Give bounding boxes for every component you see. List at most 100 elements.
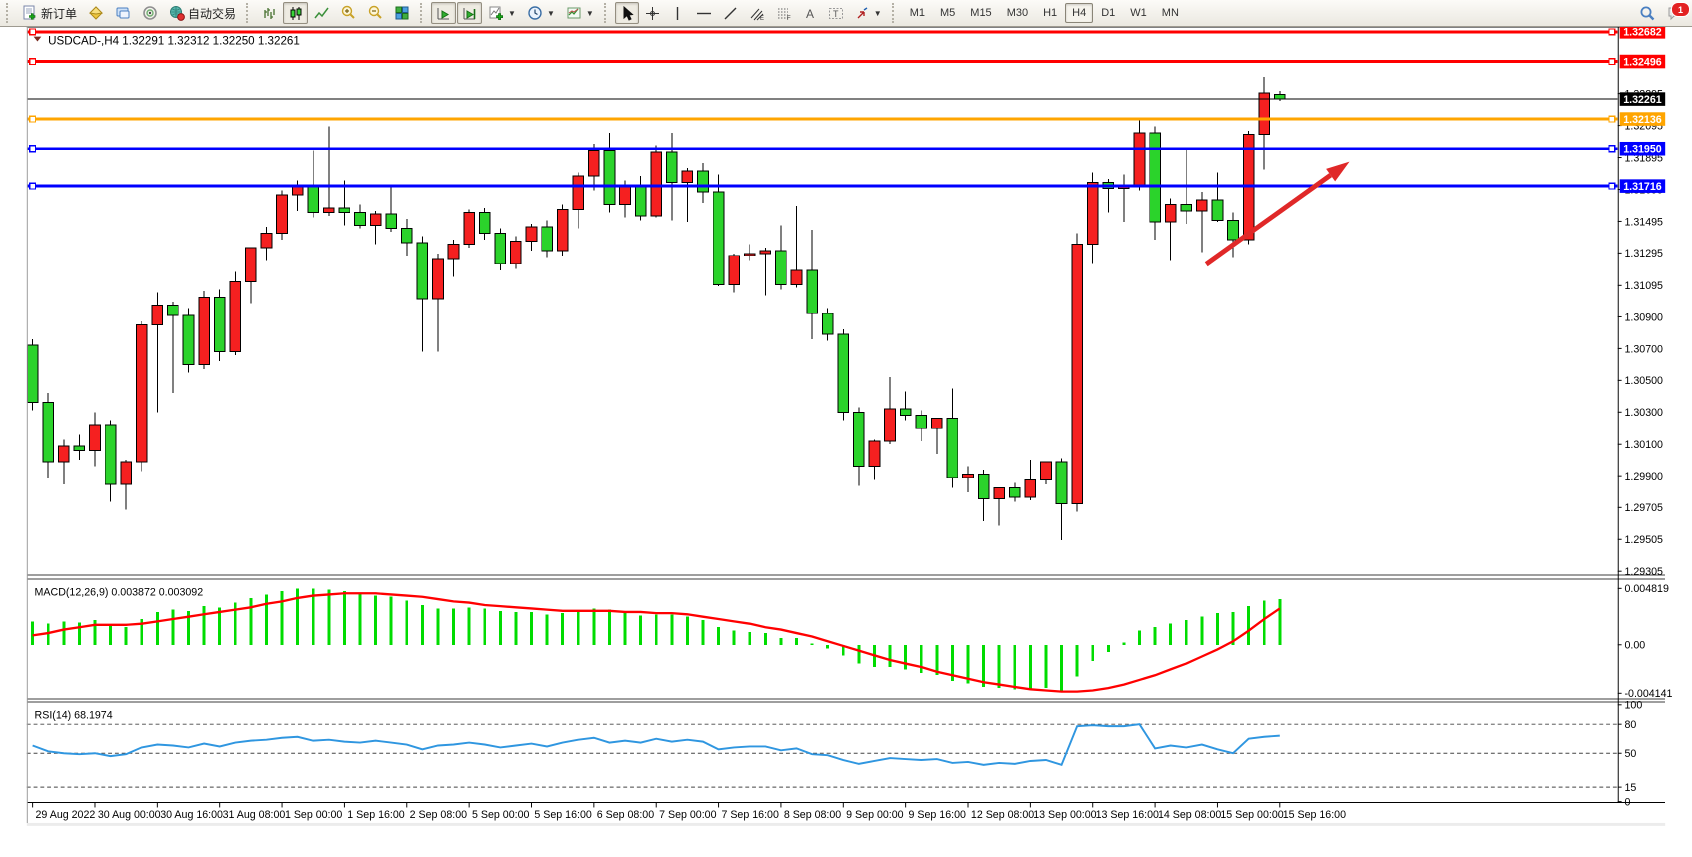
zoom-in-icon — [341, 5, 355, 19]
svg-text:1.29705: 1.29705 — [1625, 502, 1664, 514]
svg-text:1.30300: 1.30300 — [1625, 407, 1664, 419]
svg-text:-0.004141: -0.004141 — [1625, 688, 1673, 700]
vertical-line-tool-button[interactable] — [666, 2, 690, 24]
svg-text:15 Sep 00:00: 15 Sep 00:00 — [1220, 809, 1283, 821]
template-icon — [567, 7, 581, 19]
timeframe-H4[interactable]: H4 — [1065, 3, 1094, 23]
macd-pane: MACD(12,26,9) 0.003872 0.003092 — [31, 586, 1282, 693]
bar-chart-icon — [264, 7, 275, 19]
symbol-search-button[interactable] — [1634, 2, 1661, 24]
fibonacci-tool-button[interactable]: F — [771, 2, 797, 24]
candlestick-mode-button[interactable] — [283, 2, 309, 24]
svg-text:USDCAD-,H4 1.32291 1.32312 1.: USDCAD-,H4 1.32291 1.32312 1.32250 1.322… — [48, 34, 300, 47]
toolbar-grip[interactable] — [891, 3, 898, 23]
strategy-tester-button[interactable] — [137, 2, 163, 24]
svg-text:2 Sep 08:00: 2 Sep 08:00 — [410, 809, 467, 821]
auto-trading-icon — [170, 6, 185, 21]
trendline-icon — [724, 7, 737, 19]
toolbar: 新订单 自动交易 — [0, 0, 1692, 27]
metaeditor-button[interactable] — [83, 2, 109, 24]
svg-text:6 Sep 08:00: 6 Sep 08:00 — [597, 809, 654, 821]
crosshair-icon — [645, 6, 659, 20]
chart-shift-button[interactable] — [457, 2, 483, 24]
svg-text:8 Sep 08:00: 8 Sep 08:00 — [784, 809, 841, 821]
notification-badge[interactable]: 1 — [1671, 2, 1690, 17]
pane-separators — [26, 574, 1666, 804]
svg-text:100: 100 — [1625, 700, 1643, 712]
svg-text:0.004819: 0.004819 — [1625, 583, 1669, 595]
timeframe-W1[interactable]: W1 — [1123, 3, 1154, 23]
channel-tool-button[interactable]: E — [744, 2, 770, 24]
tile-windows-button[interactable] — [389, 2, 415, 24]
periods-button[interactable]: ▼ — [522, 2, 560, 24]
arrows-tool-button[interactable]: ▼ — [850, 2, 887, 24]
chart-title: USDCAD-,H4 1.32291 1.32312 1.32250 1.322… — [33, 34, 300, 47]
svg-text:1.29900: 1.29900 — [1625, 471, 1664, 483]
svg-text:7 Sep 00:00: 7 Sep 00:00 — [659, 809, 716, 821]
equidistant-channel-icon: E — [750, 8, 764, 21]
auto-scroll-button[interactable] — [431, 2, 457, 24]
terminal-icon — [116, 7, 130, 19]
timeframe-M30[interactable]: M30 — [1000, 3, 1035, 23]
svg-text:1.30500: 1.30500 — [1625, 375, 1664, 387]
toolbar-grip[interactable] — [246, 3, 252, 23]
chart-window[interactable]: USDCAD-,H4 1.32291 1.32312 1.32250 1.322… — [0, 25, 1692, 852]
svg-text:14 Sep 08:00: 14 Sep 08:00 — [1158, 809, 1221, 821]
timeframe-M5[interactable]: M5 — [933, 3, 962, 23]
trendline-tool-button[interactable] — [718, 2, 743, 24]
indicators-button[interactable]: ▼ — [483, 2, 521, 24]
timeframe-D1[interactable]: D1 — [1094, 3, 1122, 23]
svg-text:50: 50 — [1625, 748, 1637, 760]
line-chart-mode-button[interactable] — [309, 2, 334, 24]
chart-shift-icon — [463, 7, 476, 19]
new-order-button[interactable]: 新订单 — [17, 2, 82, 24]
tile-windows-icon — [395, 6, 409, 20]
svg-text:A: A — [806, 7, 814, 21]
text-tool-button[interactable]: A — [798, 2, 822, 24]
svg-text:1.31095: 1.31095 — [1625, 280, 1664, 292]
new-order-icon — [23, 5, 36, 20]
cursor-tool-button[interactable] — [614, 2, 639, 24]
indicators-caret-icon: ▼ — [508, 8, 516, 18]
toolbar-grip[interactable] — [6, 3, 12, 23]
toolbar-grip[interactable] — [420, 3, 426, 23]
price-axis[interactable]: 1.322951.320951.318951.316951.314951.312… — [1617, 25, 1673, 809]
zoom-out-button[interactable] — [362, 2, 388, 24]
new-order-label: 新订单 — [41, 6, 78, 21]
timeframe-MN[interactable]: MN — [1155, 3, 1186, 23]
timeframe-H1[interactable]: H1 — [1036, 3, 1064, 23]
svg-text:1.30900: 1.30900 — [1625, 311, 1664, 323]
svg-text:1.32261: 1.32261 — [1623, 94, 1662, 106]
svg-text:1.32136: 1.32136 — [1623, 114, 1662, 126]
macd-signal-line — [32, 592, 1281, 693]
svg-text:1.30700: 1.30700 — [1625, 343, 1664, 355]
arrows-icon — [857, 6, 868, 18]
templates-button[interactable]: ▼ — [561, 2, 599, 24]
text-label-tool-button[interactable]: T — [823, 2, 849, 24]
horizontal-line-tool-button[interactable] — [691, 2, 717, 24]
svg-text:1.31295: 1.31295 — [1625, 248, 1664, 260]
time-axis[interactable]: 29 Aug 2022 30 Aug 00:00 30 Aug 16:00 31 Au… — [32, 802, 1346, 821]
svg-text:1.30100: 1.30100 — [1625, 439, 1664, 451]
auto-trading-button[interactable]: 自动交易 — [164, 2, 241, 24]
terminal-button[interactable] — [110, 2, 136, 24]
svg-text:1 Sep 00:00: 1 Sep 00:00 — [285, 809, 342, 821]
toolbar-grip[interactable] — [603, 3, 610, 23]
svg-text:15 Sep 16:00: 15 Sep 16:00 — [1283, 809, 1346, 821]
svg-text:0.00: 0.00 — [1625, 640, 1646, 652]
svg-text:12 Sep 08:00: 12 Sep 08:00 — [971, 809, 1034, 821]
zoom-in-button[interactable] — [335, 2, 361, 24]
svg-text:1.31950: 1.31950 — [1623, 144, 1662, 156]
timeframe-M1[interactable]: M1 — [903, 3, 932, 23]
svg-text:30 Aug 16:00: 30 Aug 16:00 — [160, 809, 223, 821]
clock-icon — [528, 6, 542, 20]
timeframe-M15[interactable]: M15 — [963, 3, 998, 23]
svg-text:7 Sep 16:00: 7 Sep 16:00 — [721, 809, 778, 821]
svg-text:RSI(14) 68.1974: RSI(14) 68.1974 — [35, 709, 113, 721]
bar-chart-mode-button[interactable] — [257, 2, 282, 24]
notifications-button[interactable]: 1 — [1662, 2, 1690, 24]
search-icon — [1640, 6, 1655, 20]
crosshair-tool-button[interactable] — [640, 2, 665, 24]
price-chart[interactable]: USDCAD-,H4 1.32291 1.32312 1.32250 1.322… — [0, 25, 1692, 852]
